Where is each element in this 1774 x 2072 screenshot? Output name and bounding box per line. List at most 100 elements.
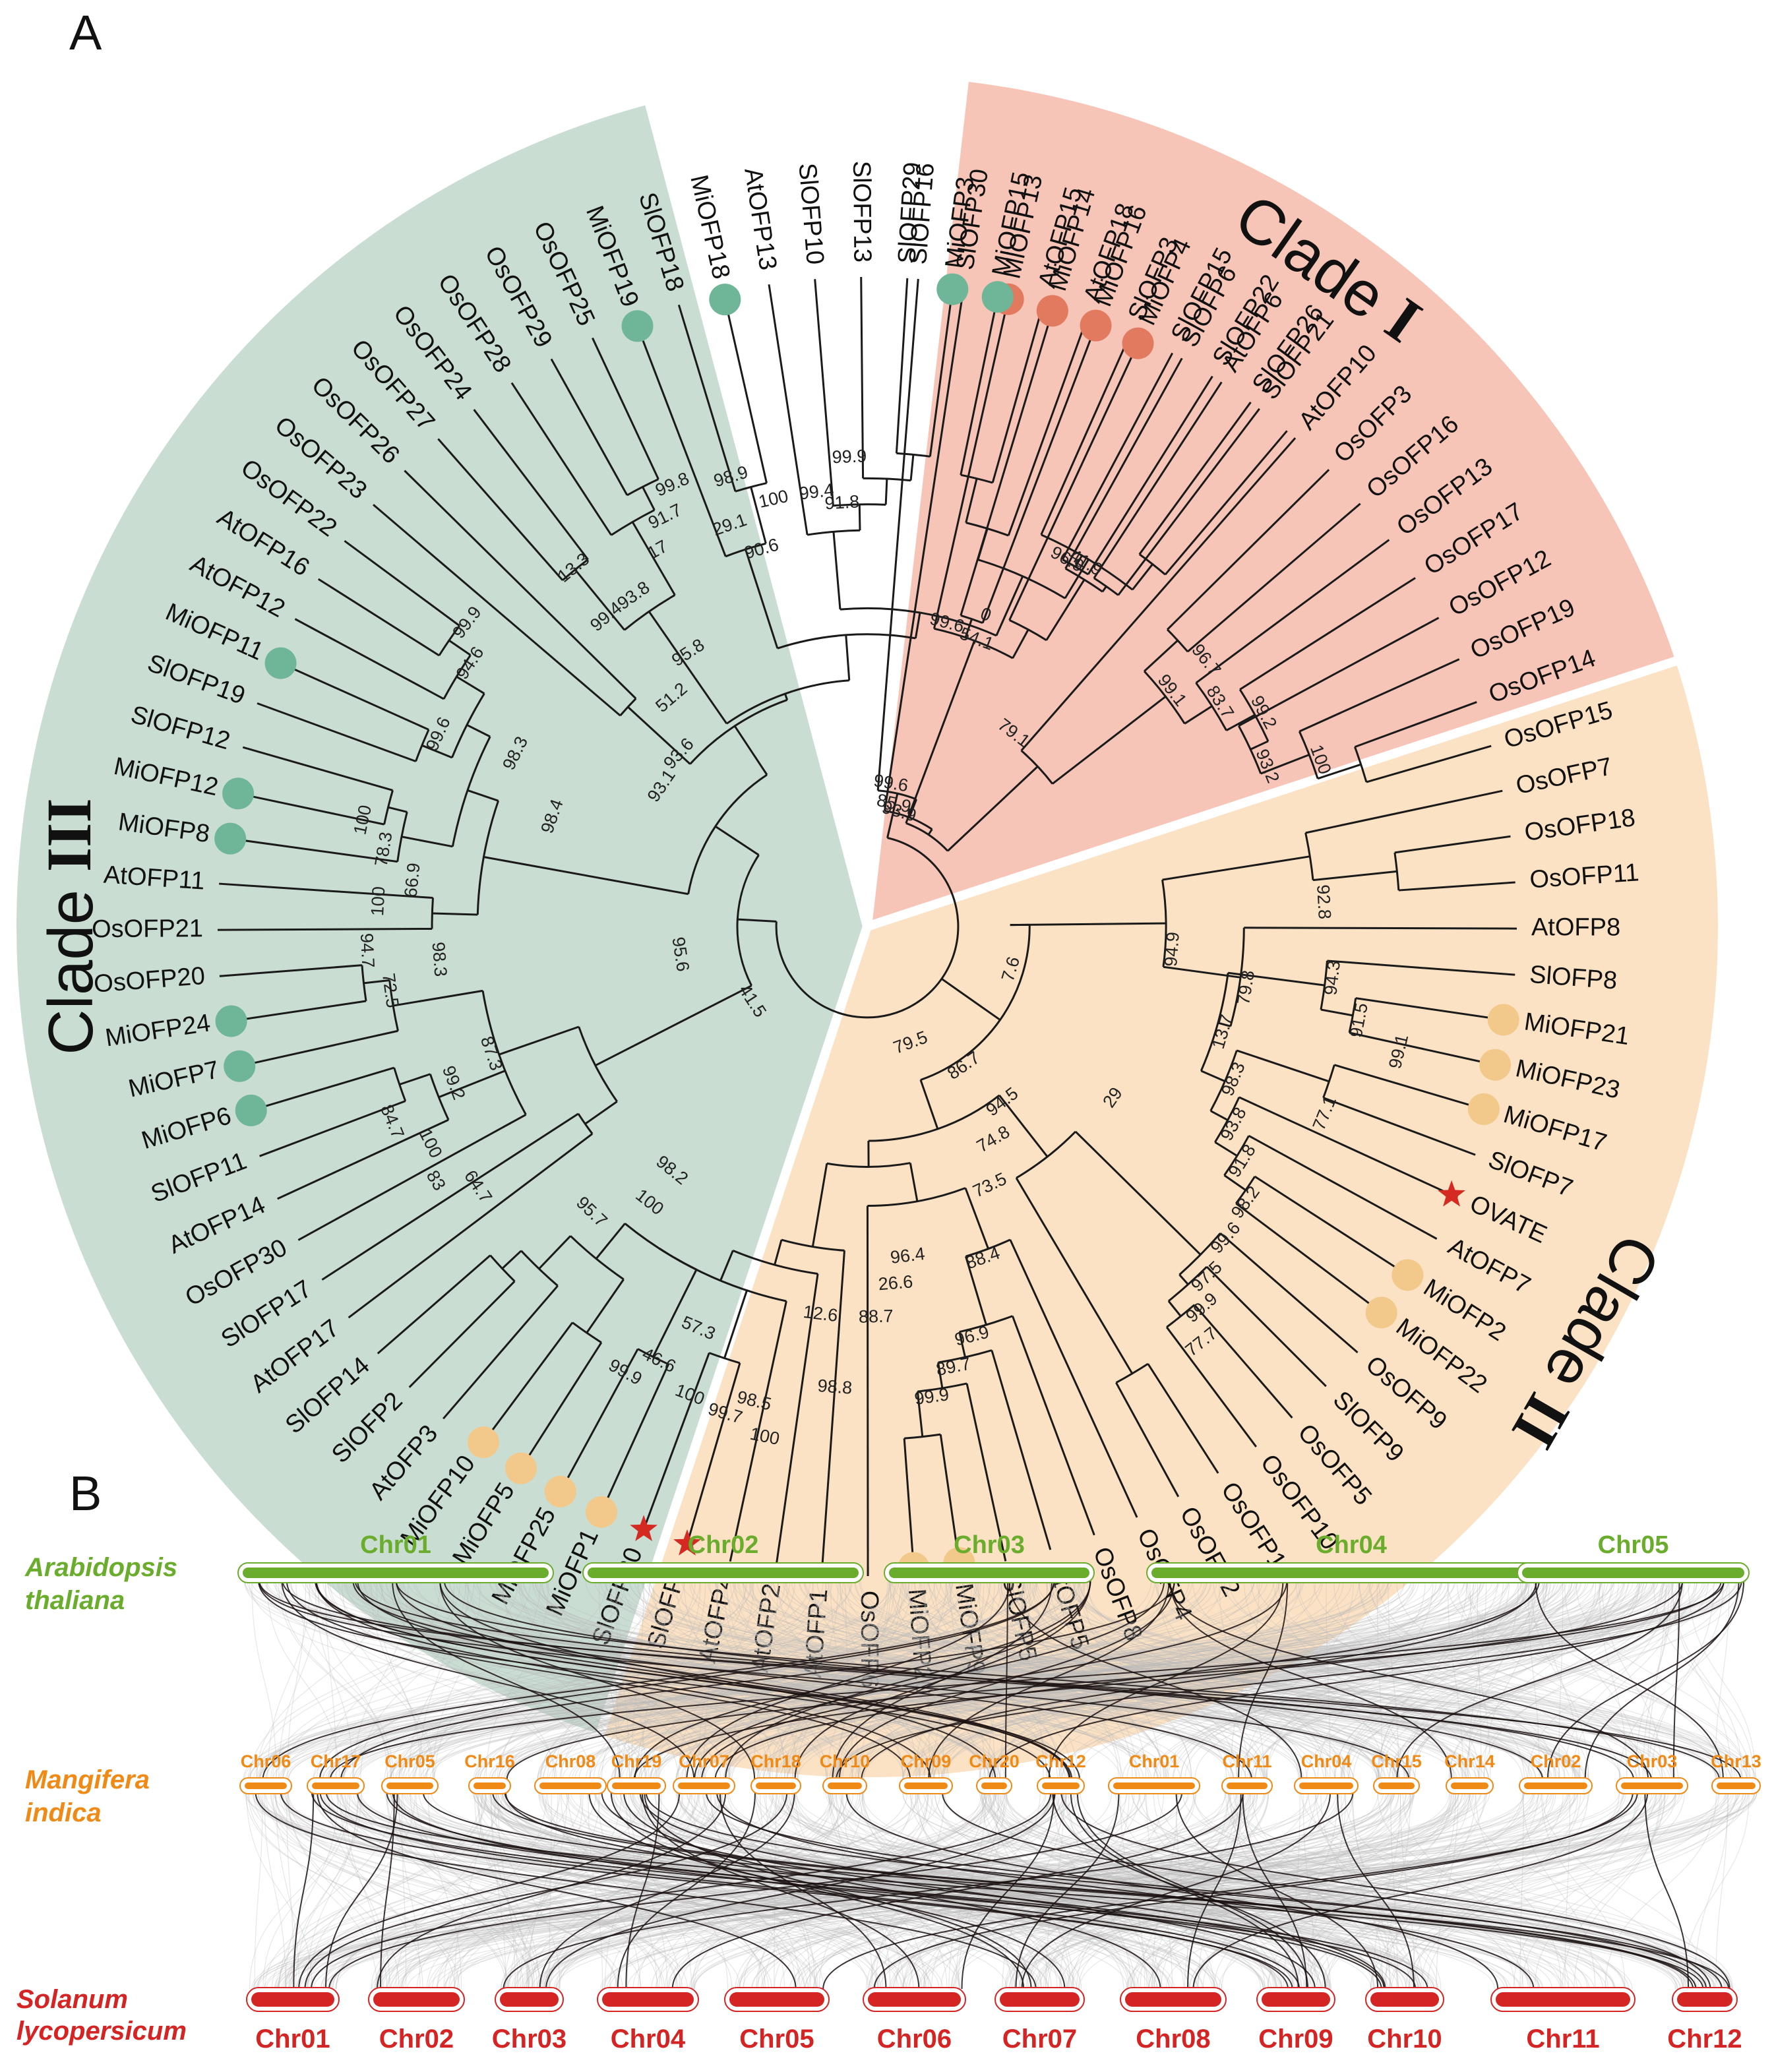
tree-branch bbox=[437, 438, 564, 581]
synteny-link bbox=[264, 1792, 1481, 1990]
chromosome[interactable]: Chr01 bbox=[246, 1987, 340, 2054]
chromosome[interactable]: Chr02 bbox=[1519, 1752, 1593, 1794]
synteny-link bbox=[474, 1792, 530, 1990]
chromosome[interactable]: Chr12 bbox=[1667, 1987, 1742, 2054]
synteny-link bbox=[477, 1792, 923, 1990]
synteny-link bbox=[599, 1580, 1303, 1780]
chromosome[interactable]: Chr06 bbox=[863, 1987, 966, 2054]
chromosome[interactable]: Chr05 bbox=[724, 1987, 830, 2054]
chromosome[interactable]: Chr04 bbox=[597, 1987, 699, 2054]
chromosome[interactable]: Chr11 bbox=[1490, 1987, 1636, 2054]
synteny-link bbox=[540, 1792, 1393, 1990]
chromosome[interactable]: Chr03 bbox=[492, 1987, 566, 2054]
tree-branch bbox=[991, 1350, 1052, 1550]
synteny-link bbox=[915, 1580, 1743, 1780]
synteny-link bbox=[293, 1792, 315, 1990]
chromosome[interactable]: Chr11 bbox=[1221, 1752, 1273, 1794]
synteny-link bbox=[756, 1580, 1407, 1780]
synteny-link bbox=[692, 1792, 1577, 1990]
chromosome[interactable]: Chr07 bbox=[673, 1752, 735, 1794]
circle-marker bbox=[936, 273, 969, 305]
synteny-link bbox=[496, 1792, 817, 1990]
synteny-link bbox=[763, 1580, 1000, 1780]
chromosome[interactable]: Chr19 bbox=[607, 1752, 666, 1794]
synteny-link bbox=[691, 1792, 1630, 1990]
synteny-link bbox=[305, 1792, 1046, 1990]
synteny-link bbox=[805, 1580, 1637, 1780]
chromosome[interactable]: Chr12 bbox=[1035, 1752, 1086, 1794]
synteny-link bbox=[650, 1580, 1490, 1780]
synteny-link bbox=[284, 1792, 700, 1990]
chromosome[interactable]: Chr10 bbox=[820, 1752, 871, 1794]
chromosome[interactable]: Chr05 bbox=[1517, 1531, 1750, 1583]
chromosome[interactable]: Chr09 bbox=[899, 1752, 953, 1794]
synteny-link bbox=[1320, 1792, 1391, 1990]
synteny-link bbox=[838, 1580, 1175, 1780]
chromosome[interactable]: Chr13 bbox=[1711, 1752, 1761, 1794]
chromosome[interactable]: Chr10 bbox=[1365, 1987, 1444, 2054]
chromosome[interactable]: Chr02 bbox=[368, 1987, 465, 2054]
chromosome[interactable]: Chr17 bbox=[307, 1752, 365, 1794]
synteny-link bbox=[537, 1580, 1180, 1780]
chromosome-bar bbox=[828, 1783, 862, 1789]
synteny-link bbox=[692, 1792, 842, 1990]
bootstrap-value: 99.9 bbox=[832, 446, 867, 467]
synteny-link bbox=[515, 1792, 834, 1990]
synteny-link bbox=[1292, 1792, 1300, 1990]
chromosome[interactable]: Chr03 bbox=[884, 1531, 1095, 1583]
synteny-link bbox=[342, 1580, 1442, 1780]
bootstrap-value: 72.5 bbox=[379, 972, 403, 1009]
chromosome-bar bbox=[756, 1783, 796, 1789]
synteny-link bbox=[644, 1792, 1032, 1990]
tree-branch bbox=[1147, 1363, 1219, 1474]
tree-branch bbox=[939, 1434, 962, 1570]
synteny-link bbox=[958, 1792, 1005, 1990]
synteny-link bbox=[288, 1792, 931, 1990]
chromosome-label: Chr06 bbox=[241, 1752, 291, 1771]
tree-node-arc bbox=[393, 1067, 407, 1102]
tree-branch bbox=[1117, 408, 1260, 596]
tree-branch bbox=[1194, 1304, 1293, 1418]
synteny-link bbox=[756, 1580, 1414, 1780]
synteny-link bbox=[848, 1580, 1351, 1780]
synteny-link bbox=[403, 1792, 1061, 1990]
synteny-link bbox=[1169, 1580, 1452, 1780]
chromosome[interactable]: Chr09 bbox=[1256, 1987, 1335, 2054]
chromosome[interactable]: Chr05 bbox=[381, 1752, 439, 1794]
synteny-link bbox=[981, 1792, 1074, 1990]
chromosome[interactable]: Chr01 bbox=[1108, 1752, 1200, 1794]
chromosome[interactable]: Chr04 bbox=[1146, 1531, 1556, 1583]
chromosome[interactable]: Chr20 bbox=[969, 1752, 1020, 1794]
synteny-link bbox=[874, 1792, 1747, 1990]
synteny-link bbox=[632, 1792, 1428, 1990]
synteny-link bbox=[413, 1580, 852, 1780]
chromosome[interactable]: Chr08 bbox=[1120, 1987, 1227, 2054]
synteny-link bbox=[492, 1792, 1694, 1990]
circle-marker bbox=[264, 647, 297, 679]
synteny-link bbox=[1242, 1792, 1331, 1990]
chromosome[interactable]: Chr03 bbox=[1616, 1752, 1688, 1794]
chromosome[interactable]: Chr15 bbox=[1371, 1752, 1422, 1794]
tree-branch bbox=[1312, 870, 1397, 882]
synteny-link bbox=[1136, 1792, 1457, 1990]
tree-branch bbox=[981, 319, 1099, 624]
chromosome[interactable]: Chr14 bbox=[1444, 1752, 1495, 1794]
chromosome[interactable]: Chr16 bbox=[464, 1752, 515, 1794]
tree-node-arc bbox=[489, 1254, 516, 1283]
synteny-link bbox=[1192, 1792, 1649, 1990]
chromosome[interactable]: Chr02 bbox=[582, 1531, 864, 1583]
tree-branch bbox=[965, 478, 978, 523]
chromosome[interactable]: Chr04 bbox=[1294, 1752, 1359, 1794]
chromosome[interactable]: Chr08 bbox=[534, 1752, 607, 1794]
chromosome[interactable]: Chr01 bbox=[237, 1531, 554, 1583]
synteny-link bbox=[955, 1792, 999, 1990]
bootstrap-value: 12.6 bbox=[802, 1302, 839, 1325]
synteny-link bbox=[1447, 1580, 1748, 1780]
tree-branch bbox=[814, 279, 834, 506]
chromosome[interactable]: Chr06 bbox=[239, 1752, 292, 1794]
chromosome[interactable]: Chr18 bbox=[750, 1752, 801, 1794]
synteny-link bbox=[324, 1792, 1062, 1990]
synteny-link bbox=[857, 1580, 1519, 1780]
chromosome[interactable]: Chr07 bbox=[994, 1987, 1085, 2054]
synteny-link bbox=[485, 1792, 733, 1990]
